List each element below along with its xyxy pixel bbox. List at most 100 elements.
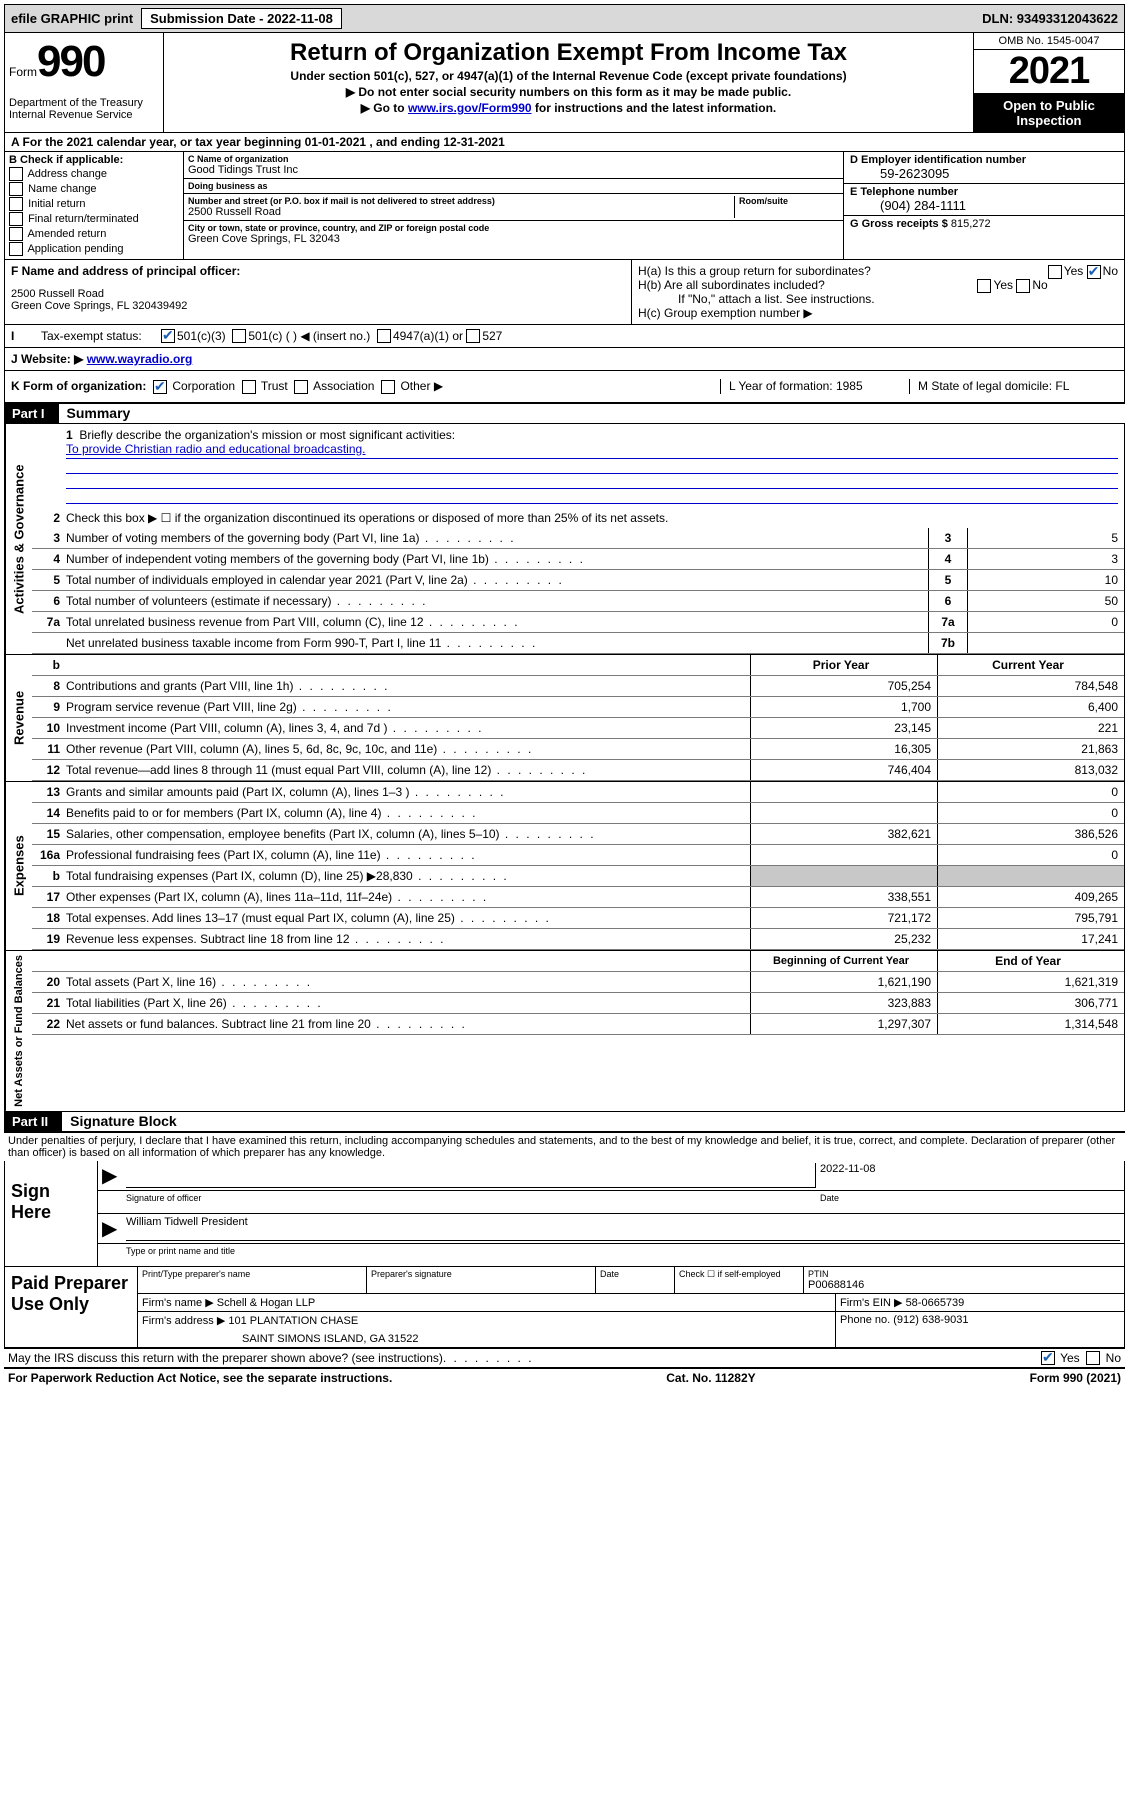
h-a: H(a) Is this a group return for subordin…	[638, 264, 1118, 278]
room-label: Room/suite	[739, 196, 839, 206]
firm-addr1: 101 PLANTATION CHASE	[228, 1315, 358, 1327]
officer-name: William Tidwell President	[126, 1216, 1120, 1241]
sig-officer-label: Signature of officer	[126, 1193, 820, 1211]
header-sub2: Do not enter social security numbers on …	[168, 85, 969, 99]
gross-label: G Gross receipts $	[850, 218, 948, 230]
inspection-notice: Open to Public Inspection	[974, 94, 1124, 132]
form-org-label: K Form of organization:	[11, 379, 146, 393]
bottom-row: For Paperwork Reduction Act Notice, see …	[4, 1367, 1125, 1387]
table-row: 4Number of independent voting members of…	[32, 549, 1124, 570]
table-row: 14Benefits paid to or for members (Part …	[32, 803, 1124, 824]
sign-here-label: Sign Here	[5, 1161, 98, 1266]
section-bcde: B Check if applicable: Address change Na…	[4, 152, 1125, 260]
preparer-block: Paid Preparer Use Only Print/Type prepar…	[4, 1267, 1125, 1348]
sig-date-label: Date	[820, 1193, 1120, 1211]
h-b: H(b) Are all subordinates included? Yes …	[638, 278, 1118, 292]
dln-label: DLN: 93493312043622	[982, 11, 1118, 26]
table-row: 5Total number of individuals employed in…	[32, 570, 1124, 591]
firm-addr2: SAINT SIMONS ISLAND, GA 31522	[142, 1327, 831, 1345]
part2-title: Signature Block	[62, 1113, 177, 1129]
col-c: C Name of organization Good Tidings Trus…	[184, 152, 844, 259]
table-row: 21Total liabilities (Part X, line 26)323…	[32, 993, 1124, 1014]
sig-arrow-icon-2: ▶	[102, 1216, 126, 1241]
cb-501c[interactable]	[232, 329, 246, 343]
q2-label: Check this box ▶ ☐ if the organization d…	[66, 509, 1124, 527]
form-footer: Form 990 (2021)	[1030, 1371, 1121, 1385]
part2-tag: Part II	[4, 1112, 62, 1131]
street-label: Number and street (or P.O. box if mail i…	[188, 196, 734, 206]
firm-addr-label: Firm's address ▶	[142, 1315, 225, 1327]
street-value: 2500 Russell Road	[188, 206, 734, 218]
prep-phone: (912) 638-9031	[893, 1314, 968, 1326]
org-name-label: C Name of organization	[188, 154, 839, 164]
phone-label: E Telephone number	[850, 186, 1118, 198]
cb-other[interactable]	[381, 380, 395, 394]
cb-501c3[interactable]	[161, 329, 175, 343]
cb-trust[interactable]	[242, 380, 256, 394]
firm-ein: 58-0665739	[906, 1297, 965, 1309]
tab-revenue: Revenue	[5, 655, 32, 781]
cb-app-pending[interactable]: Application pending	[9, 242, 179, 256]
line-a: A For the 2021 calendar year, or tax yea…	[4, 133, 1125, 152]
prep-sig-label: Preparer's signature	[371, 1269, 591, 1279]
tab-governance: Activities & Governance	[5, 424, 32, 654]
prep-self-label: Check ☐ if self-employed	[679, 1269, 799, 1280]
org-name: Good Tidings Trust Inc	[188, 164, 839, 176]
ein-label: D Employer identification number	[850, 154, 1118, 166]
h-b-note: If "No," attach a list. See instructions…	[638, 292, 1118, 306]
header-sub3: Go to www.irs.gov/Form990 for instructio…	[168, 101, 969, 115]
part2-header: Part II Signature Block	[4, 1112, 1125, 1132]
cb-4947[interactable]	[377, 329, 391, 343]
table-row: 8Contributions and grants (Part VIII, li…	[32, 676, 1124, 697]
cb-assoc[interactable]	[294, 380, 308, 394]
part1-tag: Part I	[4, 404, 59, 423]
tax-status-label: Tax-exempt status:	[41, 329, 161, 343]
hdr-prior: Prior Year	[750, 655, 937, 675]
table-row: 22Net assets or fund balances. Subtract …	[32, 1014, 1124, 1035]
cb-name-change[interactable]: Name change	[9, 182, 179, 196]
table-row: 6Total number of volunteers (estimate if…	[32, 591, 1124, 612]
officer-addr1: 2500 Russell Road	[11, 288, 625, 300]
sign-date: 2022-11-08	[815, 1163, 1120, 1188]
year-formation: L Year of formation: 1985	[720, 379, 909, 394]
discuss-label: May the IRS discuss this return with the…	[8, 1351, 443, 1366]
table-row: 15Salaries, other compensation, employee…	[32, 824, 1124, 845]
cb-final-return[interactable]: Final return/terminated	[9, 212, 179, 226]
col-de: D Employer identification number 59-2623…	[844, 152, 1124, 259]
city-value: Green Cove Springs, FL 32043	[188, 233, 839, 245]
col-b: B Check if applicable: Address change Na…	[5, 152, 184, 259]
sign-block: Sign Here ▶ 2022-11-08 Signature of offi…	[4, 1161, 1125, 1267]
mission-text: To provide Christian radio and education…	[66, 442, 1118, 459]
table-row: 9Program service revenue (Part VIII, lin…	[32, 697, 1124, 718]
irs-link[interactable]: www.irs.gov/Form990	[408, 101, 532, 115]
website-link[interactable]: www.wayradio.org	[87, 352, 193, 366]
prep-name-label: Print/Type preparer's name	[142, 1269, 362, 1279]
cb-discuss-yes[interactable]	[1041, 1351, 1055, 1365]
firm-name-label: Firm's name ▶	[142, 1297, 214, 1309]
ptin-value: P00688146	[808, 1279, 1120, 1291]
phone-value: (904) 284-1111	[850, 198, 1118, 213]
firm-name: Schell & Hogan LLP	[217, 1297, 315, 1309]
block-revenue: Revenue b Prior Year Current Year 8Contr…	[4, 655, 1125, 782]
firm-ein-label: Firm's EIN ▶	[840, 1297, 903, 1309]
cb-527[interactable]	[466, 329, 480, 343]
cb-corp[interactable]	[153, 380, 167, 394]
submission-date: Submission Date - 2022-11-08	[141, 8, 342, 29]
header-sub1: Under section 501(c), 527, or 4947(a)(1)…	[168, 69, 969, 83]
block-expenses: Expenses 13Grants and similar amounts pa…	[4, 782, 1125, 951]
hdr-current: Current Year	[937, 655, 1124, 675]
sig-arrow-icon: ▶	[102, 1163, 126, 1188]
hdr-end: End of Year	[937, 951, 1124, 971]
form-header: Form990 Department of the Treasury Inter…	[4, 33, 1125, 133]
cb-initial-return[interactable]: Initial return	[9, 197, 179, 211]
table-row: Net unrelated business taxable income fr…	[32, 633, 1124, 654]
officer-addr2: Green Cove Springs, FL 320439492	[11, 300, 625, 312]
website-label: J Website: ▶	[11, 352, 87, 366]
cb-amended[interactable]: Amended return	[9, 227, 179, 241]
table-row: 19Revenue less expenses. Subtract line 1…	[32, 929, 1124, 950]
ptin-label: PTIN	[808, 1269, 1120, 1279]
cb-address-change[interactable]: Address change	[9, 167, 179, 181]
block-net: Net Assets or Fund Balances Beginning of…	[4, 951, 1125, 1112]
cb-discuss-no[interactable]	[1086, 1351, 1100, 1365]
efile-label[interactable]: efile GRAPHIC print	[11, 11, 133, 26]
